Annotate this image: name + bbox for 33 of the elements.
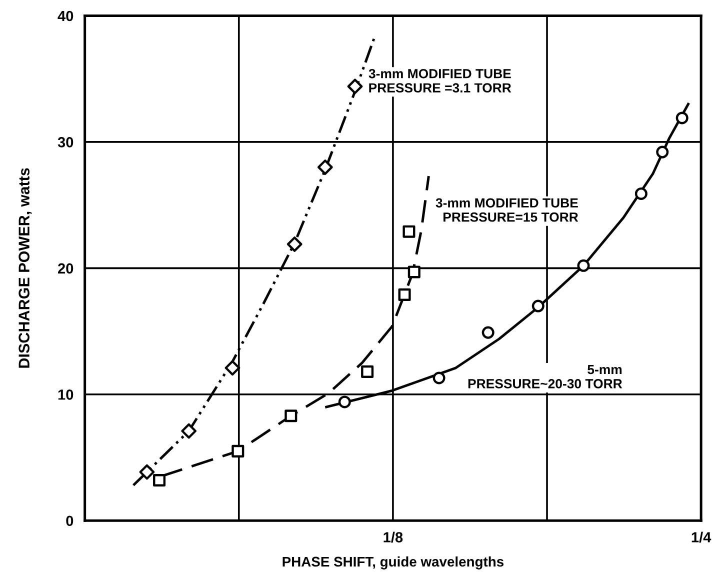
point <box>398 288 411 301</box>
point <box>432 372 446 384</box>
series-label: 3-mm MODIFIED TUBE PRESSURE=15 TORR <box>436 198 578 222</box>
point <box>656 146 669 158</box>
y-tick-label: 40 <box>58 10 74 22</box>
series-label: 5-mm PRESSURE~20-30 TORR <box>468 364 622 388</box>
x-axis-title: PHASE SHIFT, guide wavelengths <box>282 556 504 570</box>
series-label: 3-mm MODIFIED TUBE PRESSURE =3.1 TORR <box>368 68 512 93</box>
point <box>402 225 416 238</box>
y-tick-label: 0 <box>66 516 74 526</box>
point <box>577 259 590 272</box>
point <box>338 396 351 408</box>
y-axis-title: DISCHARGE POWER, watts <box>18 168 32 368</box>
point <box>408 266 420 278</box>
point <box>482 326 494 339</box>
point <box>676 112 688 124</box>
x-tick-label: 1/4 <box>692 532 712 543</box>
x-tick-label: 1/8 <box>384 532 403 543</box>
point <box>224 360 240 376</box>
point <box>284 410 298 422</box>
point <box>232 444 244 458</box>
point <box>181 423 197 439</box>
point <box>317 160 333 175</box>
y-tick-label: 10 <box>58 390 74 400</box>
point <box>361 365 374 378</box>
point <box>347 78 363 94</box>
y-tick-label: 30 <box>58 137 74 148</box>
point <box>153 474 166 486</box>
point <box>139 464 155 480</box>
y-tick-label: 20 <box>58 263 74 274</box>
point <box>634 187 648 200</box>
point <box>532 300 544 312</box>
point <box>286 236 302 252</box>
